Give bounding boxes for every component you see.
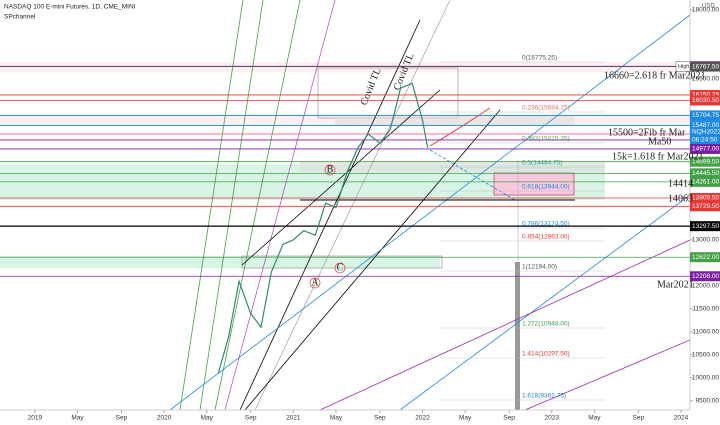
annotation: 16660=2.618 fr Mar2021	[604, 70, 705, 81]
price-line	[217, 82, 429, 374]
annotation: 15k=1.618 fr Mar2021	[612, 151, 703, 162]
fib-label: 0.786(13174.50)	[522, 221, 570, 228]
price-tag-label: 14261.00	[692, 179, 719, 186]
x-tick-label: 2019	[28, 415, 43, 422]
price-tag	[690, 221, 720, 232]
plot: 0(16775.25) 0.236(15694.25) 0.382(15025.25…	[0, 55, 690, 401]
price-tag	[690, 201, 720, 212]
annotation: Covid TL	[359, 67, 384, 107]
fib-label: 0.382(15025.25)	[522, 136, 570, 143]
price-tag	[690, 252, 720, 263]
price-tag	[690, 271, 720, 282]
x-tick-label: May	[588, 415, 601, 422]
x-tick-label: 2021	[286, 415, 301, 422]
y-tick-label: 16500.00	[692, 76, 719, 83]
fib-label: 0.5(14484.75)	[522, 160, 562, 167]
x-tick-label: May	[459, 415, 472, 422]
price-tag-label: 15704.75	[692, 112, 719, 119]
fib-label: 0(16775.25)	[522, 55, 557, 62]
symbol-tag-box	[690, 128, 720, 144]
price-tag	[690, 110, 720, 121]
fib-label: 1(12194.00)	[522, 264, 557, 271]
fib-label: 1.414(10297.50)	[522, 351, 570, 358]
countdown: 06:24:50	[692, 137, 718, 144]
x-tick-label: May	[71, 415, 84, 422]
y-tick-label: 11500.00	[692, 306, 719, 313]
price-tag-label: 13729.50	[692, 203, 719, 210]
price-tag-label: 14977.00	[692, 146, 719, 153]
price-tag-label: 14445.50	[692, 170, 719, 177]
x-tick-label: Sep	[633, 415, 645, 422]
x-tick-label: May	[330, 415, 343, 422]
price-tag-label: 16030.50	[692, 97, 719, 104]
fib-label: 0.236(15694.25)	[522, 105, 570, 112]
author: SPchannel	[4, 14, 36, 21]
x-tick-label: Sep	[503, 415, 515, 422]
price-tag	[690, 143, 720, 154]
price-tag-label: 15487.00	[692, 122, 719, 129]
price-tag-label: 13909.50	[692, 195, 719, 202]
price-tag-label: 16767.50	[692, 63, 719, 70]
price-tag-note: High	[678, 64, 689, 70]
price-tag	[690, 89, 720, 100]
fib-label: 0.854(12863.00)	[522, 234, 570, 241]
price-tag	[690, 120, 720, 131]
annotation: 15500=2Fib fr Mar	[608, 127, 686, 138]
x-tick-label: 2023	[545, 415, 560, 422]
symbol-tag: NQH2022	[692, 129, 720, 136]
x-tick-label: Sep	[245, 415, 257, 422]
y-tick-label: 18000.00	[692, 7, 719, 14]
price-tag	[690, 193, 720, 204]
annotation: Ma50	[648, 136, 671, 147]
fib-label: 0.618(13944.00)	[522, 184, 570, 191]
wave-label: B	[327, 164, 334, 175]
wave-label: A	[311, 277, 319, 288]
price-tag-label: 12622.00	[692, 254, 719, 261]
y-tick-label: 9500.00	[696, 398, 720, 405]
price-tag-label: 12208.00	[692, 273, 719, 280]
price-tag	[690, 176, 720, 187]
y-tick-label: 13000.00	[692, 237, 719, 244]
price-tag	[690, 156, 720, 167]
x-tick-label: May	[201, 415, 214, 422]
x-tick-label: Sep	[116, 415, 128, 422]
annotation: Mar2021	[657, 279, 694, 290]
drawings	[0, 0, 690, 410]
price-tag	[690, 95, 720, 106]
wave-label: C	[337, 262, 344, 273]
symbol-title: NASDAQ 100 E-mini Futures, 1D, CME_MINI	[4, 4, 136, 11]
x-tick-label: 2022	[415, 415, 430, 422]
x-tick-label: Sep	[374, 415, 386, 422]
fib-label: 1.272(10948.00)	[522, 321, 570, 328]
price-tag	[690, 61, 720, 72]
x-tick-label: 2020	[157, 415, 172, 422]
price-tag-box	[675, 61, 691, 72]
currency: USD	[702, 4, 715, 10]
price-tag-label: 16150.25	[692, 92, 719, 99]
x-tick-label: 2024	[674, 415, 689, 422]
annotation: 14063	[668, 193, 693, 204]
y-tick-label: 12000.00	[692, 283, 719, 290]
price-tag-label: 14699.50	[692, 158, 719, 165]
fib-label: 1.618(9362.75)	[522, 393, 566, 400]
annotation: 14414	[668, 178, 693, 189]
y-tick-label: 10000.00	[692, 375, 719, 382]
y-tick-label: 11000.00	[692, 329, 719, 336]
price-tag-label: 13297.50	[692, 223, 719, 230]
price-tag	[690, 168, 720, 179]
y-tick-label: 10500.00	[692, 352, 719, 359]
